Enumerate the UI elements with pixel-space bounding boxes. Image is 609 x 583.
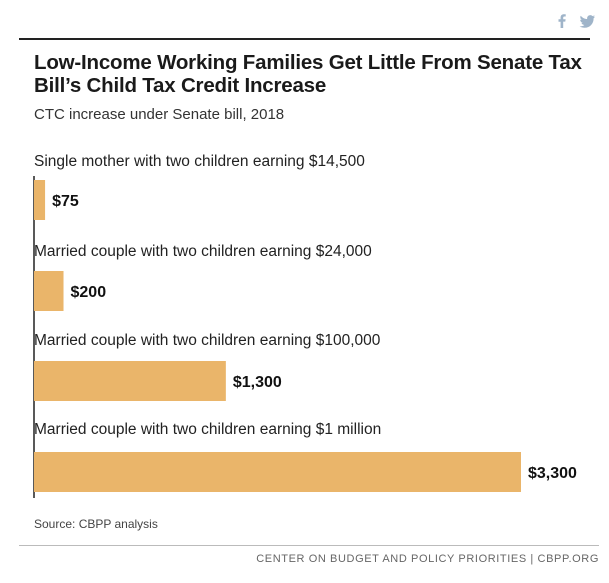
source-note: Source: CBPP analysis <box>34 517 158 531</box>
share-bar <box>554 13 595 29</box>
category-label: Married couple with two children earning… <box>34 243 372 260</box>
bar <box>34 452 521 492</box>
data-label: $1,300 <box>233 374 282 391</box>
data-label: $3,300 <box>528 465 577 482</box>
chart-title: Low-Income Working Families Get Little F… <box>34 51 582 97</box>
bar <box>34 271 64 311</box>
bar <box>34 361 226 401</box>
bar <box>34 180 46 220</box>
twitter-icon[interactable] <box>579 13 595 29</box>
category-label: Married couple with two children earning… <box>34 421 381 438</box>
footer-org: CENTER ON BUDGET AND POLICY PRIORITIES |… <box>256 553 599 565</box>
data-label: $200 <box>71 284 107 301</box>
category-label: Single mother with two children earning … <box>34 153 365 170</box>
bottom-rule <box>19 545 599 546</box>
facebook-icon[interactable] <box>554 13 570 29</box>
data-label: $75 <box>52 193 79 210</box>
top-rule <box>19 38 590 40</box>
category-label: Married couple with two children earning… <box>34 332 381 349</box>
chart-subtitle: CTC increase under Senate bill, 2018 <box>34 106 285 123</box>
